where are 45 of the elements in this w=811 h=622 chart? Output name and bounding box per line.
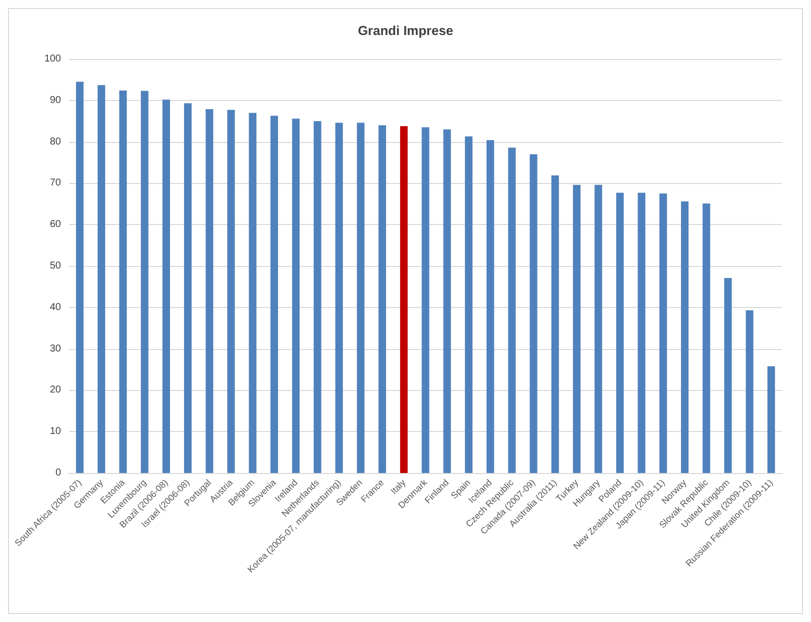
y-tick-label: 30 bbox=[50, 343, 62, 354]
bar bbox=[162, 100, 170, 473]
bar bbox=[184, 103, 192, 473]
bar bbox=[140, 90, 148, 473]
y-tick-label: 80 bbox=[50, 136, 62, 148]
bar bbox=[486, 140, 494, 473]
bar bbox=[206, 109, 214, 473]
bar bbox=[659, 194, 667, 473]
bar bbox=[702, 203, 710, 473]
bar bbox=[356, 122, 364, 473]
y-tick-label: 10 bbox=[50, 426, 62, 438]
bar bbox=[119, 90, 127, 473]
y-tick-label: 0 bbox=[55, 468, 62, 478]
bar bbox=[464, 136, 472, 473]
bar bbox=[508, 148, 516, 473]
y-tick-label: 20 bbox=[50, 384, 62, 396]
bar bbox=[270, 116, 278, 473]
bar bbox=[530, 154, 538, 473]
bar bbox=[680, 201, 689, 473]
bar bbox=[767, 366, 775, 473]
bar bbox=[314, 121, 322, 473]
y-tick-label: 60 bbox=[50, 219, 62, 230]
y-tick-label: 70 bbox=[50, 178, 62, 189]
bar bbox=[638, 192, 646, 473]
bar bbox=[248, 112, 256, 473]
bar bbox=[98, 85, 106, 473]
bar bbox=[616, 192, 624, 473]
y-tick-label: 100 bbox=[44, 54, 62, 64]
bar bbox=[292, 118, 300, 473]
y-tick-label: 90 bbox=[50, 94, 62, 106]
bar bbox=[227, 110, 235, 473]
chart-title: Grandi Imprese bbox=[358, 23, 454, 38]
bar bbox=[746, 310, 754, 473]
bar bbox=[724, 278, 732, 473]
bar bbox=[443, 129, 451, 473]
bar bbox=[572, 184, 581, 473]
bar bbox=[551, 175, 559, 473]
bar bbox=[422, 127, 430, 473]
bar bbox=[378, 125, 386, 473]
bar bbox=[400, 126, 408, 473]
bar bbox=[594, 184, 602, 473]
y-tick-label: 50 bbox=[50, 260, 62, 272]
bar bbox=[76, 82, 84, 473]
y-tick-label: 40 bbox=[50, 302, 62, 313]
bar bbox=[335, 122, 343, 473]
